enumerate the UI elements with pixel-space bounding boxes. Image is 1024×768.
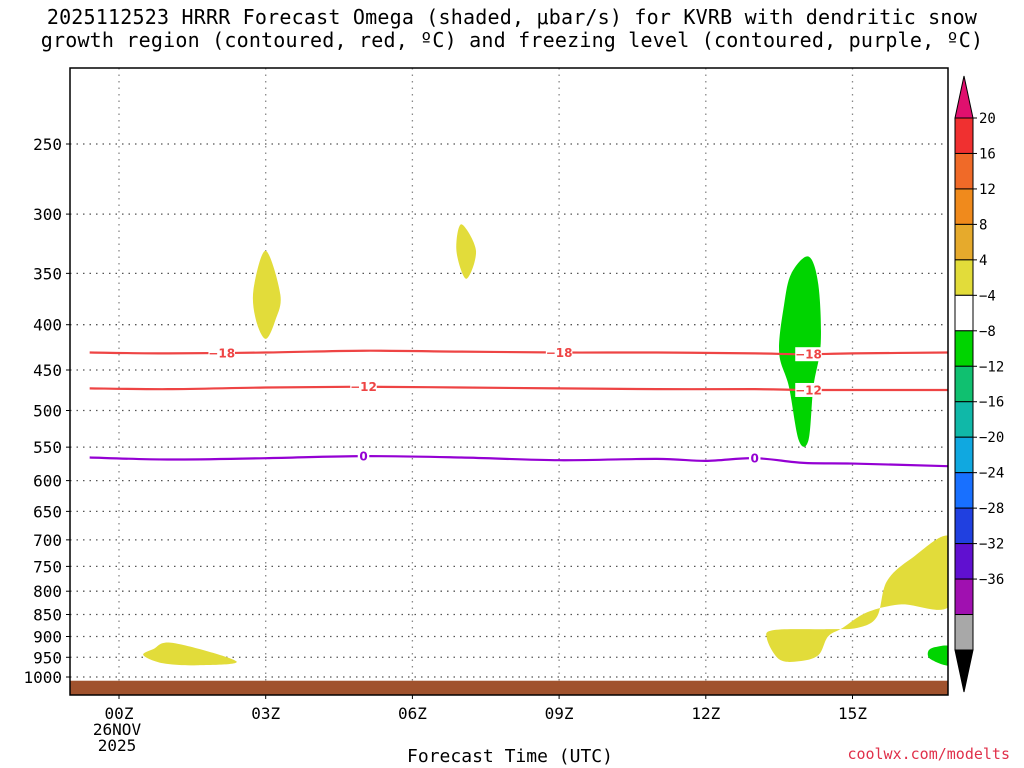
colorbar-label: −32: [979, 537, 1004, 553]
colorbar-label: 12: [979, 182, 996, 198]
colorbar-swatch: [954, 223, 974, 261]
y-tick-label: 250: [33, 135, 62, 154]
y-tick-label: 850: [33, 606, 62, 625]
colorbar-label: 4: [979, 253, 987, 269]
y-tick-label: 350: [33, 264, 62, 283]
colorbar-label: 16: [979, 146, 996, 162]
colorbar-swatch: [954, 188, 974, 225]
contour-label-bg: [350, 379, 377, 394]
y-tick-label: 550: [33, 438, 62, 457]
colorbar-label: −16: [979, 395, 1004, 411]
y-tick-label: 750: [33, 557, 62, 576]
contour-label: −12: [795, 383, 822, 397]
colorbar-swatch: [954, 472, 974, 509]
y-axis: 250 300 350 400 450 500 550 600 650 700 750 800 850 9…: [23, 135, 70, 687]
colorbar-label: −36: [979, 572, 1004, 588]
x-tick-year: 2025: [98, 736, 137, 755]
colorbar-top-arrow: [954, 75, 974, 119]
colorbar-label: 20: [979, 111, 996, 127]
y-tick-label: 800: [33, 582, 62, 601]
colorbar-swatch: [954, 117, 974, 154]
colorbar-label: −12: [979, 359, 1004, 375]
y-tick-label: 950: [33, 648, 62, 667]
contour-label-bg: [208, 345, 235, 360]
omega-shaded-region: [252, 250, 281, 339]
x-axis-label: Forecast Time (UTC): [0, 746, 1024, 767]
x-tick-label: 15Z: [838, 704, 867, 723]
y-tick-label: 650: [33, 502, 62, 521]
y-tick-label: 700: [33, 531, 62, 550]
colorbar-swatch: [954, 614, 974, 651]
contour-label-bg: [357, 449, 370, 464]
omega-shaded-region: [456, 224, 477, 279]
colorbar-swatch: [954, 543, 974, 580]
y-tick-label: 500: [33, 402, 62, 421]
contour-label: −12: [350, 380, 377, 394]
plot-area: −18 −18 −18 −12 −12 0 0 250 300 350 400 450 500 550 60…: [23, 67, 949, 755]
y-tick-label: 400: [33, 316, 62, 335]
x-tick-label: 12Z: [691, 704, 720, 723]
contour-label: −18: [208, 346, 235, 360]
omega-shaded-region: [766, 535, 948, 662]
contour-line: [89, 455, 948, 468]
contours: −18 −18 −18 −12 −12 0 0: [89, 345, 948, 468]
omega-shaded-region: [927, 645, 948, 666]
colorbar-swatch: [954, 401, 974, 438]
contour-label: −18: [795, 348, 822, 362]
plot-frame: [69, 67, 949, 696]
chart-title-line1: 2025112523 HRRR Forecast Omega (shaded, …: [46, 5, 978, 29]
surface-ground: [70, 680, 948, 695]
chart-title-line2: growth region (contoured, red, ºC) and f…: [40, 28, 984, 52]
x-tick-label: 06Z: [398, 704, 427, 723]
colorbar-swatch: [954, 365, 974, 403]
credit-link[interactable]: coolwx.com/modelts: [847, 745, 1010, 763]
x-tick-label: 00Z: [105, 704, 134, 723]
contour-label: −18: [546, 346, 573, 360]
gridlines: [70, 68, 948, 695]
contour-label-bg: [748, 451, 761, 466]
shaded-omega: [143, 224, 948, 666]
contour-label: 0: [359, 450, 367, 464]
colorbar-swatch: [954, 436, 974, 474]
colorbar-swatch: [954, 330, 974, 367]
colorbar-swatch: [954, 152, 974, 190]
contour-label-bg: [795, 347, 822, 362]
colorbar-label: −4: [979, 288, 996, 304]
contour-label: 0: [751, 452, 759, 466]
y-tick-label: 1000: [23, 668, 62, 687]
x-axis-label-text: Forecast Time (UTC): [407, 746, 613, 767]
y-tick-label: 450: [33, 361, 62, 380]
omega-shaded-region: [143, 642, 237, 666]
colorbar-swatch: [954, 294, 974, 332]
colorbar-label: −28: [979, 501, 1004, 517]
chart-title: 2025112523 HRRR Forecast Omega (shaded, …: [0, 6, 1024, 52]
x-tick-date: 26NOV: [93, 720, 142, 739]
y-tick-label: 300: [33, 205, 62, 224]
colorbar: 20 16 12 8 4 −4 −8 −12 −16 −20 −24 −28 −32 −36: [954, 75, 1004, 693]
colorbar-bottom-arrow: [954, 649, 974, 693]
y-tick-label: 600: [33, 472, 62, 491]
contour-label-bg: [545, 345, 573, 360]
colorbar-swatch: [954, 259, 974, 296]
colorbar-label: −8: [979, 324, 996, 340]
colorbar-label: −20: [979, 430, 1004, 446]
colorbar-label: 8: [979, 217, 987, 233]
y-tick-label: 900: [33, 627, 62, 646]
x-tick-label: 03Z: [251, 704, 280, 723]
colorbar-swatch: [954, 578, 974, 616]
colorbar-swatch: [954, 507, 974, 545]
x-tick-label: 09Z: [545, 704, 574, 723]
colorbar-label: −24: [979, 466, 1004, 482]
contour-label-bg: [795, 382, 822, 397]
